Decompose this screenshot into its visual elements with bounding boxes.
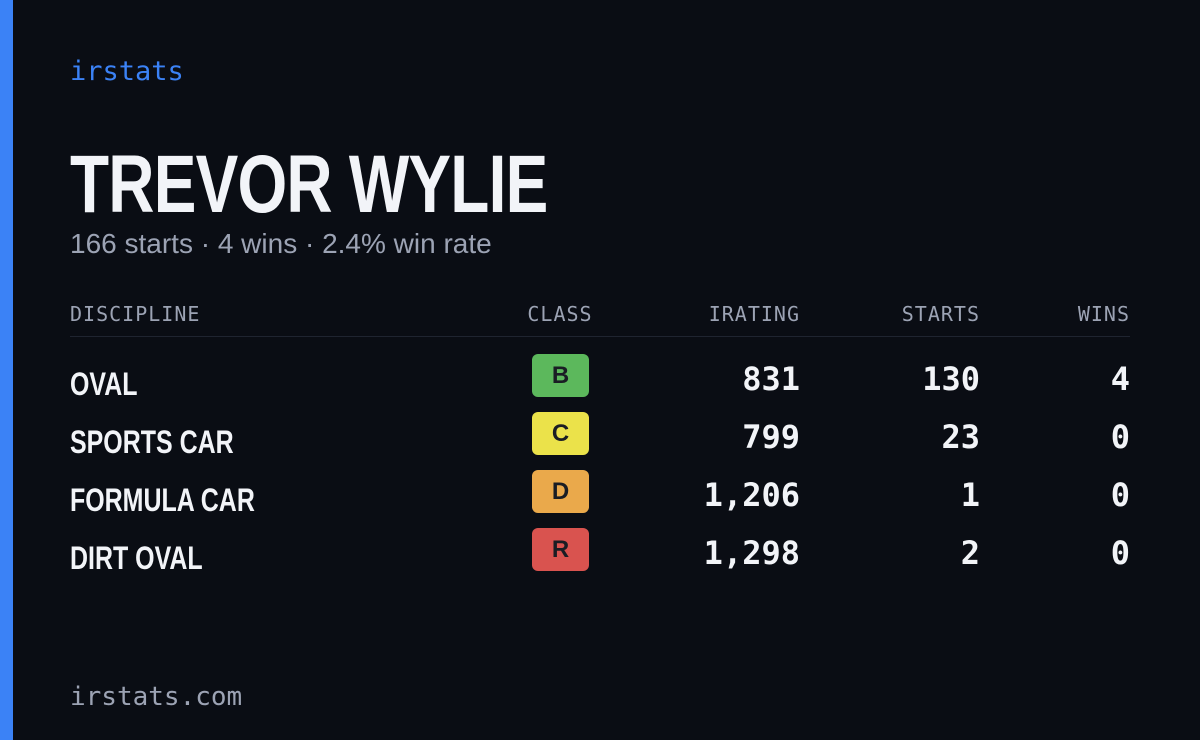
wins: 4 [1110,360,1130,398]
wins: 0 [1110,418,1130,456]
column-header: CLASS [527,302,593,326]
brand: irstats [70,56,184,87]
column-header: IRATING [708,302,800,326]
class-badge: B [532,354,589,397]
footer: irstats.com [70,682,243,712]
driver-summary: 166 starts · 4 wins · 2.4% win rate [70,228,492,259]
discipline: FORMULA CAR [70,482,255,518]
column-header: DISCIPLINE [70,302,201,326]
starts: 1 [960,476,980,514]
discipline: DIRT OVAL [70,540,203,576]
irating: 799 [742,418,800,456]
discipline: SPORTS CAR [70,424,234,460]
wins: 0 [1110,534,1130,572]
starts: 130 [922,360,980,398]
class-badge: R [532,528,589,571]
discipline: OVAL [70,366,138,402]
wins: 0 [1110,476,1130,514]
driver-name: TREVOR WYLIE [70,139,548,230]
starts: 23 [941,418,980,456]
column-header: STARTS [901,302,980,326]
class-badge: D [532,470,589,513]
class-badge: C [532,412,589,455]
header-rule [70,336,1130,337]
column-header: WINS [1077,302,1130,326]
accent-bar [0,0,13,740]
irating: 831 [742,360,800,398]
starts: 2 [960,534,980,572]
irating: 1,298 [703,534,800,572]
irating: 1,206 [703,476,800,514]
